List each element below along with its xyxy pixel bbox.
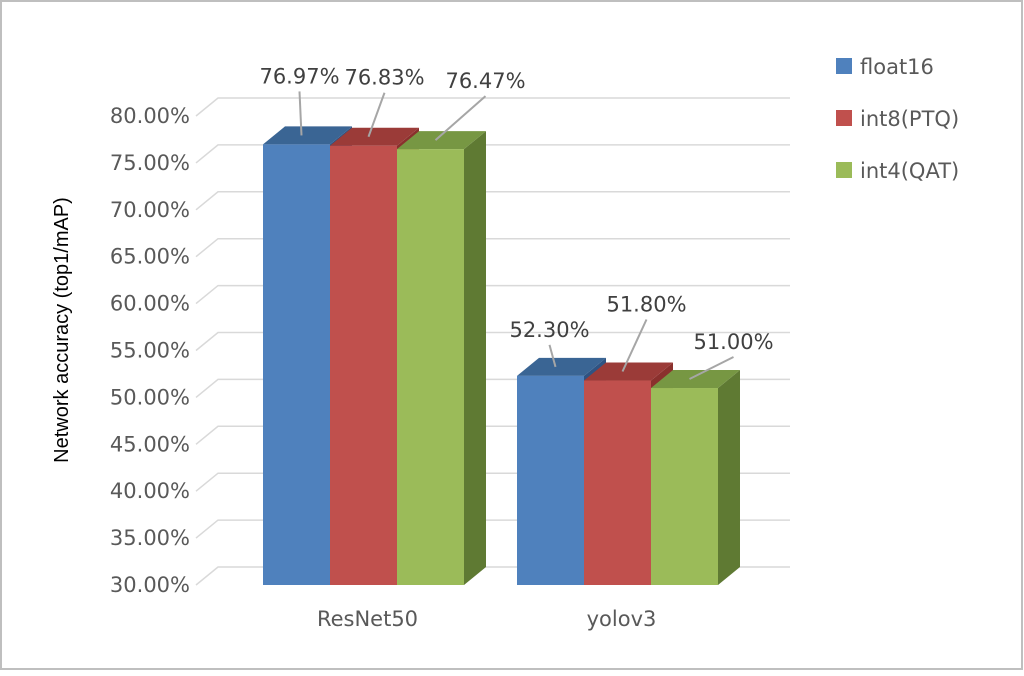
bar-top (330, 127, 419, 146)
data-label: 52.30% (509, 318, 589, 342)
bar-top (584, 362, 673, 381)
legend-item: int8(PTQ) (836, 107, 959, 131)
y-axis-ticks: 30.00% 35.00% 40.00% 45.00% 50.00% 55.00% 60.0… (110, 104, 190, 597)
legend-swatch (836, 162, 852, 178)
data-label: 76.83% (344, 66, 424, 90)
gridline (195, 284, 790, 305)
data-label-leader (298, 91, 303, 136)
legend-label: int8(PTQ) (860, 107, 959, 131)
y-tick-label: 40.00% (110, 479, 190, 503)
data-labels: 76.97% 76.83% 76.47% 52.30% 51.80% 51.00% (259, 64, 774, 380)
legend-swatch (836, 110, 852, 126)
gridline (195, 237, 790, 258)
gridline (195, 144, 790, 164)
bar-top (517, 357, 606, 376)
y-tick-label: 60.00% (110, 292, 190, 316)
legend: float16 int8(PTQ) int4(QAT) (836, 55, 959, 183)
data-label: 51.00% (693, 330, 773, 354)
bar-front (397, 149, 464, 586)
x-category-label: ResNet50 (317, 607, 418, 631)
data-label-leader (434, 95, 487, 141)
y-axis-title: Network accuracy (top1/mAP) (51, 197, 73, 463)
y-tick-label: 50.00% (110, 385, 190, 409)
bar-resnet50-2 (397, 131, 486, 586)
data-label: 51.80% (606, 293, 686, 317)
gridline (195, 97, 790, 117)
y-tick-label: 70.00% (110, 198, 190, 222)
y-tick-label: 55.00% (110, 339, 190, 363)
legend-label: float16 (860, 55, 934, 79)
bar-top (263, 126, 352, 145)
bar-front (584, 380, 651, 585)
y-tick-label: 80.00% (110, 104, 190, 128)
data-label-leader (689, 356, 734, 380)
data-label-leader (548, 344, 557, 368)
y-tick-label: 75.00% (110, 151, 190, 175)
data-label-leader (367, 92, 386, 138)
bars (263, 126, 740, 586)
data-label: 76.97% (259, 64, 339, 88)
bar-front (517, 375, 584, 585)
y-tick-label: 30.00% (110, 573, 190, 597)
data-label: 76.47% (445, 69, 525, 93)
legend-label: int4(QAT) (860, 159, 959, 183)
bar-top (651, 370, 740, 389)
data-label-leader (621, 319, 648, 372)
x-axis-categories: ResNet50 yolov3 (317, 607, 656, 631)
bar-yolov3-2 (651, 370, 740, 585)
bar-side (718, 370, 740, 585)
bar-front (263, 144, 330, 586)
y-tick-label: 65.00% (110, 245, 190, 269)
bar-top (397, 131, 486, 150)
legend-item: float16 (836, 55, 934, 79)
gridline (195, 331, 790, 352)
bar-front (330, 145, 397, 585)
x-category-label: yolov3 (587, 607, 657, 631)
bar-side (464, 131, 486, 586)
bar-front (651, 388, 718, 585)
legend-swatch (836, 58, 852, 74)
y-tick-label: 45.00% (110, 432, 190, 456)
y-tick-label: 35.00% (110, 526, 190, 550)
legend-item: int4(QAT) (836, 159, 959, 183)
gridline (195, 191, 790, 211)
